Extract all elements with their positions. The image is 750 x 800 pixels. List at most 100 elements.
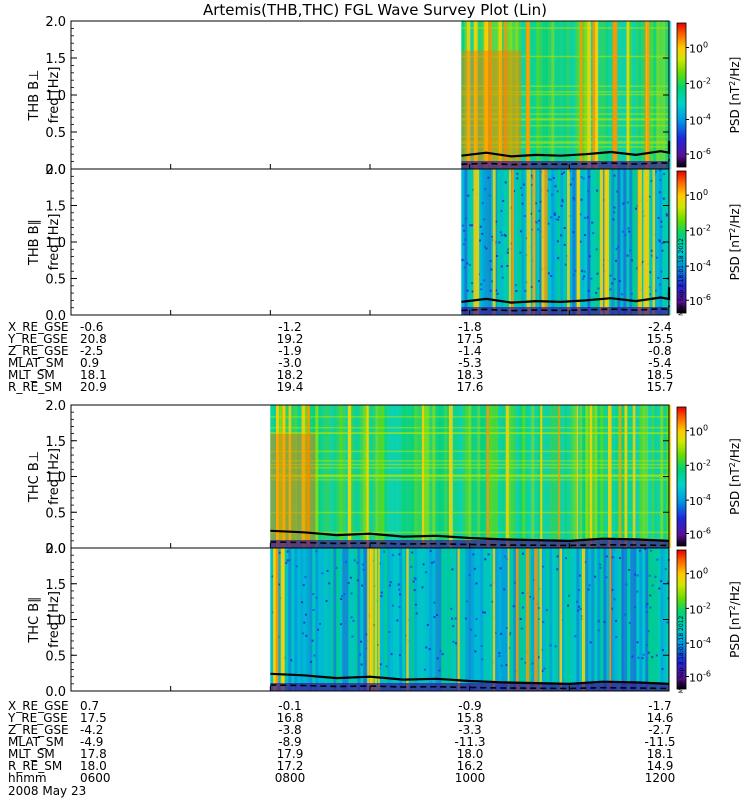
spectrogram-speckle bbox=[556, 555, 559, 558]
colorbar-exponent: -2 bbox=[703, 458, 711, 467]
spectrogram-speckle bbox=[399, 593, 402, 596]
spectrogram-column bbox=[294, 548, 298, 691]
spectrogram-speckle bbox=[613, 211, 616, 214]
spectrogram-burst bbox=[281, 548, 285, 691]
spectrogram-speckle bbox=[482, 611, 485, 614]
spectrogram-speckle bbox=[464, 217, 467, 220]
spectrogram-speckle bbox=[365, 647, 368, 650]
spectrogram-speckle bbox=[597, 620, 600, 623]
spectrogram-speckle bbox=[550, 274, 553, 277]
ephemeris-ephemeris_thb: X_RE_GSE -0.6 -1.2 -1.8 -2.4 Y_RE_GSE 20.8 19.2… bbox=[7, 320, 673, 394]
spectrogram-speckle bbox=[531, 662, 534, 665]
probe-name: THB bbox=[27, 238, 42, 266]
spectrogram-column bbox=[390, 548, 394, 691]
spectrogram-column bbox=[510, 548, 514, 691]
ephemeris-label: R_RE_SM bbox=[8, 380, 62, 394]
y-tick-label: 0.0 bbox=[45, 163, 66, 178]
spectrogram-speckle bbox=[310, 660, 313, 663]
spectrogram-speckle bbox=[657, 276, 660, 279]
spectrogram-speckle bbox=[627, 227, 630, 230]
spectrogram-speckle bbox=[586, 216, 589, 219]
spectrogram-column bbox=[581, 169, 585, 315]
spectrogram-speckle bbox=[319, 622, 322, 625]
ephemeris-value: 0.7 bbox=[80, 699, 99, 713]
spectrogram-texture bbox=[461, 169, 672, 315]
spectrogram-column bbox=[632, 169, 636, 315]
spectrogram-speckle bbox=[587, 289, 590, 292]
spectrogram-streak bbox=[270, 460, 669, 462]
ephemeris-label: Y_RE_GSE bbox=[7, 711, 68, 725]
colorbar-exponent: -4 bbox=[703, 493, 711, 502]
spectrogram-speckle bbox=[295, 565, 298, 568]
spectrogram-column bbox=[354, 548, 358, 691]
spectrogram-burst bbox=[274, 548, 278, 691]
spectrogram-speckle bbox=[590, 277, 593, 280]
spectrogram-column bbox=[441, 548, 445, 691]
ephemeris-value: 18.5 bbox=[647, 368, 674, 382]
spectrogram-column bbox=[603, 548, 607, 691]
spectrogram-speckle bbox=[504, 555, 507, 558]
spectrogram-speckle bbox=[580, 269, 583, 272]
spectrogram-burst bbox=[529, 169, 531, 315]
spectrogram-speckle bbox=[560, 234, 563, 237]
spectrogram-texture bbox=[461, 21, 672, 169]
spectrogram-speckle bbox=[513, 190, 516, 193]
spectrogram-speckle bbox=[578, 574, 581, 577]
spectrogram-streak bbox=[461, 113, 669, 115]
spectrogram-speckle bbox=[620, 293, 623, 296]
spectrogram-column bbox=[564, 548, 568, 691]
spectrogram-speckle bbox=[562, 171, 565, 174]
colorbar-label: PSD [nT2/Hz] bbox=[728, 204, 742, 281]
spectrogram-speckle bbox=[480, 644, 483, 647]
spectrogram-speckle bbox=[303, 621, 306, 624]
spectrogram-column bbox=[432, 548, 436, 691]
spectrogram-speckle bbox=[411, 551, 414, 554]
ephemeris-value: 16.2 bbox=[457, 759, 484, 773]
spectrogram-speckle bbox=[350, 592, 353, 595]
spectrogram-column bbox=[468, 548, 472, 691]
spectrogram-speckle bbox=[489, 260, 492, 263]
spectrogram-speckle bbox=[528, 595, 531, 598]
spectrogram-speckle bbox=[524, 661, 527, 664]
ephemeris-value: -3.0 bbox=[278, 356, 301, 370]
spectrogram-speckle bbox=[516, 172, 519, 175]
ephemeris-value: -0.8 bbox=[648, 344, 671, 358]
spectrogram-speckle bbox=[462, 229, 465, 232]
spectrogram-speckle bbox=[505, 664, 508, 667]
colorbar-label-tail: /Hz] bbox=[728, 438, 742, 462]
ephemeris-value: -1.2 bbox=[278, 320, 301, 334]
spectrogram-speckle bbox=[500, 234, 503, 237]
spectrogram-speckle bbox=[483, 279, 486, 282]
spectrogram-speckle bbox=[414, 603, 417, 606]
spectrogram-column bbox=[393, 548, 397, 691]
spectrogram-burst bbox=[448, 405, 453, 548]
spectrogram-speckle bbox=[624, 613, 627, 616]
ephemeris-value: 20.9 bbox=[80, 380, 107, 394]
spectrogram-column bbox=[557, 169, 561, 315]
overlay-dashed-line bbox=[461, 159, 670, 166]
spectrogram-speckle bbox=[484, 558, 487, 561]
spectrogram-speckle bbox=[556, 190, 559, 193]
colorbar-tick-label: 10-6 bbox=[689, 147, 711, 162]
spectrogram-column bbox=[342, 548, 346, 691]
colorbar-exponent: -2 bbox=[703, 224, 711, 233]
ephemeris-value: 17.5 bbox=[80, 711, 107, 725]
spectrogram-column bbox=[642, 548, 646, 691]
spectrogram-speckle bbox=[577, 605, 580, 608]
colorbar-base: 10 bbox=[689, 638, 703, 651]
spectrogram-speckle bbox=[557, 216, 560, 219]
spectrogram-column bbox=[498, 548, 502, 691]
spectrogram-burst bbox=[525, 21, 530, 169]
spectrogram-speckle bbox=[563, 243, 566, 246]
spectrogram-column bbox=[461, 169, 465, 315]
spectrogram-burst bbox=[544, 169, 548, 315]
spectrogram-burst bbox=[369, 548, 372, 691]
colorbar-label-sup: 2 bbox=[728, 462, 737, 467]
spectrogram-speckle bbox=[630, 292, 633, 295]
colorbar-base: 10 bbox=[689, 42, 703, 55]
spectrogram-speckle bbox=[356, 561, 359, 564]
spectrogram-speckle bbox=[389, 581, 392, 584]
spectrogram-column bbox=[617, 169, 621, 315]
spectrogram-column bbox=[522, 548, 526, 691]
spectrogram-speckle bbox=[539, 200, 542, 203]
